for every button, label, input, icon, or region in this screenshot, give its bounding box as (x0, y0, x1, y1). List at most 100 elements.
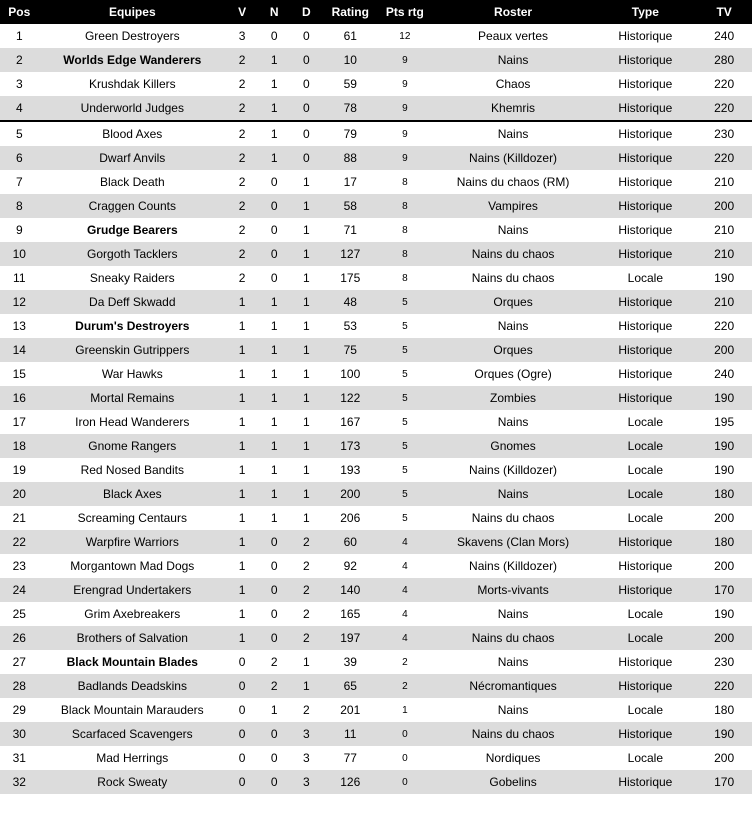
table-cell: 1 (226, 602, 258, 626)
table-cell: 21 (0, 506, 39, 530)
table-cell: Nains (432, 602, 595, 626)
table-row: 21Screaming Centaurs1112065Nains du chao… (0, 506, 752, 530)
table-cell: 16 (0, 386, 39, 410)
table-cell: Locale (594, 602, 696, 626)
table-cell: 1 (258, 290, 290, 314)
table-row: 9Grudge Bearers201718NainsHistorique210 (0, 218, 752, 242)
table-cell: 206 (322, 506, 378, 530)
table-cell: 220 (696, 314, 752, 338)
table-cell: 1 (258, 386, 290, 410)
table-cell: 1 (226, 410, 258, 434)
table-cell: 2 (290, 554, 322, 578)
table-cell: 0 (290, 121, 322, 146)
table-cell: Historique (594, 554, 696, 578)
table-cell: 0 (226, 746, 258, 770)
table-cell: 30 (0, 722, 39, 746)
table-cell: 61 (322, 24, 378, 48)
table-cell: 170 (696, 770, 752, 794)
table-cell: 4 (378, 530, 432, 554)
table-cell: 2 (290, 626, 322, 650)
table-cell: 8 (378, 242, 432, 266)
table-cell: 17 (322, 170, 378, 194)
table-cell: Historique (594, 242, 696, 266)
table-cell: 1 (290, 314, 322, 338)
table-cell: 26 (0, 626, 39, 650)
table-cell: 100 (322, 362, 378, 386)
table-cell: Historique (594, 72, 696, 96)
table-cell: 5 (378, 338, 432, 362)
table-cell: 22 (0, 530, 39, 554)
table-cell: 2 (290, 530, 322, 554)
table-cell: Sneaky Raiders (39, 266, 226, 290)
table-cell: 0 (226, 674, 258, 698)
table-cell: 2 (226, 218, 258, 242)
table-row: 29Black Mountain Marauders0122011NainsLo… (0, 698, 752, 722)
table-cell: Locale (594, 434, 696, 458)
table-cell: 0 (258, 194, 290, 218)
table-row: 19Red Nosed Bandits1111935Nains (Killdoz… (0, 458, 752, 482)
table-cell: 5 (378, 506, 432, 530)
table-cell: 165 (322, 602, 378, 626)
table-cell: Rock Sweaty (39, 770, 226, 794)
table-cell: 230 (696, 121, 752, 146)
table-cell: 240 (696, 24, 752, 48)
table-cell: Historique (594, 96, 696, 121)
table-cell: Locale (594, 410, 696, 434)
table-cell: 1 (258, 72, 290, 96)
table-cell: 4 (0, 96, 39, 121)
table-cell: 1 (290, 242, 322, 266)
table-cell: 220 (696, 96, 752, 121)
table-cell: 92 (322, 554, 378, 578)
table-cell: 1 (290, 650, 322, 674)
table-cell: 220 (696, 146, 752, 170)
table-cell: 200 (696, 626, 752, 650)
table-cell: Skavens (Clan Mors) (432, 530, 595, 554)
table-cell: 180 (696, 530, 752, 554)
table-cell: 1 (226, 338, 258, 362)
table-cell: 197 (322, 626, 378, 650)
table-cell: 3 (290, 770, 322, 794)
table-cell: 6 (0, 146, 39, 170)
table-cell: 0 (290, 24, 322, 48)
table-cell: Historique (594, 674, 696, 698)
table-cell: 5 (378, 362, 432, 386)
table-cell: Gobelins (432, 770, 595, 794)
table-row: 32Rock Sweaty0031260GobelinsHistorique17… (0, 770, 752, 794)
table-cell: 8 (378, 218, 432, 242)
table-cell: 28 (0, 674, 39, 698)
table-cell: Grudge Bearers (39, 218, 226, 242)
col-pos: Pos (0, 0, 39, 24)
table-cell: 10 (0, 242, 39, 266)
table-cell: 175 (322, 266, 378, 290)
table-cell: 0 (226, 722, 258, 746)
table-cell: 210 (696, 242, 752, 266)
table-cell: 11 (322, 722, 378, 746)
table-cell: Badlands Deadskins (39, 674, 226, 698)
table-cell: 2 (226, 170, 258, 194)
table-cell: 200 (696, 194, 752, 218)
table-row: 3Krushdak Killers210599ChaosHistorique22… (0, 72, 752, 96)
table-cell: 0 (258, 530, 290, 554)
table-cell: 122 (322, 386, 378, 410)
table-cell: 29 (0, 698, 39, 722)
table-cell: 1 (290, 338, 322, 362)
table-cell: 190 (696, 434, 752, 458)
table-cell: 1 (226, 506, 258, 530)
table-row: 13Durum's Destroyers111535NainsHistoriqu… (0, 314, 752, 338)
table-cell: 78 (322, 96, 378, 121)
table-cell: 201 (322, 698, 378, 722)
table-cell: 4 (378, 602, 432, 626)
table-row: 26Brothers of Salvation1021974Nains du c… (0, 626, 752, 650)
table-cell: 1 (290, 170, 322, 194)
table-cell: 65 (322, 674, 378, 698)
table-row: 25Grim Axebreakers1021654NainsLocale190 (0, 602, 752, 626)
col-ptsrtg: Pts rtg (378, 0, 432, 24)
table-cell: Historique (594, 218, 696, 242)
table-cell: 1 (290, 386, 322, 410)
table-row: 1Green Destroyers3006112Peaux vertesHist… (0, 24, 752, 48)
table-cell: 7 (0, 170, 39, 194)
table-cell: 0 (258, 602, 290, 626)
table-header-row: Pos Equipes V N D Rating Pts rtg Roster … (0, 0, 752, 24)
table-cell: 1 (226, 626, 258, 650)
table-cell: 1 (290, 410, 322, 434)
